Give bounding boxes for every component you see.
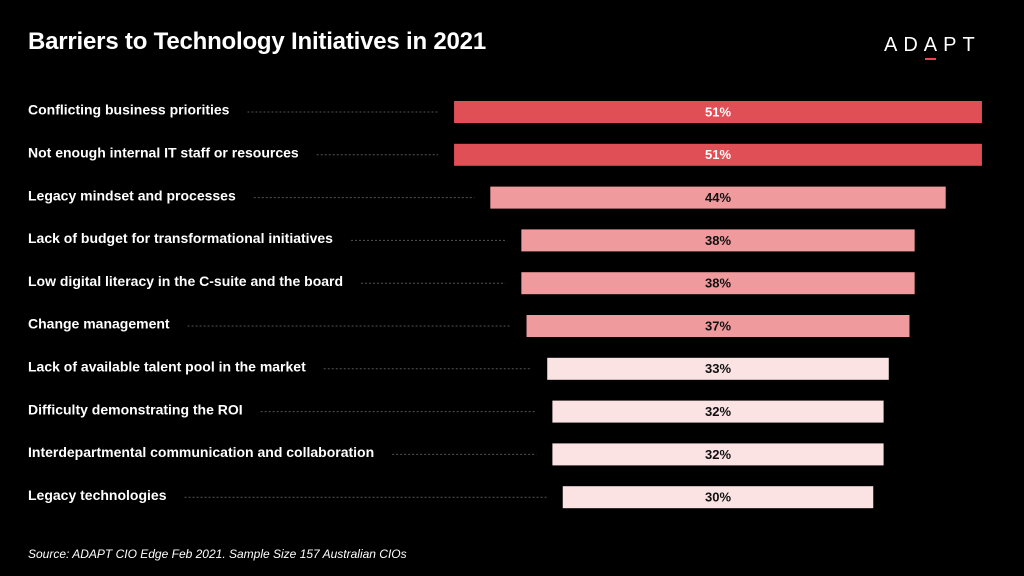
value-label: 51%	[705, 104, 731, 119]
category-label: Legacy technologies	[28, 487, 167, 503]
category-label: Lack of budget for transformational init…	[28, 230, 333, 246]
bar	[562, 486, 874, 509]
category-label: Difficulty demonstrating the ROI	[28, 401, 243, 417]
bar	[454, 143, 982, 166]
value-label: 51%	[705, 147, 731, 162]
value-label: 33%	[705, 361, 731, 376]
bar	[547, 357, 889, 380]
logo-text-end: PT	[943, 34, 981, 56]
value-label: 30%	[705, 490, 731, 505]
value-label: 44%	[705, 190, 731, 205]
bar	[552, 443, 884, 466]
category-label: Interdepartmental communication and coll…	[28, 444, 374, 460]
source-note: Source: ADAPT CIO Edge Feb 2021. Sample …	[28, 547, 407, 561]
logo-accent-letter: A	[923, 34, 944, 60]
category-label: Legacy mindset and processes	[28, 187, 236, 203]
category-label: Change management	[28, 316, 170, 332]
value-label: 32%	[705, 447, 731, 462]
bar	[521, 229, 915, 252]
bar	[454, 101, 982, 123]
category-label: Low digital literacy in the C-suite and …	[28, 273, 343, 289]
adapt-logo: ADAPT	[884, 34, 981, 60]
chart-title: Barriers to Technology Initiatives in 20…	[28, 28, 486, 55]
category-label: Lack of available talent pool in the mar…	[28, 359, 306, 375]
value-label: 32%	[705, 404, 731, 419]
value-label: 37%	[705, 318, 731, 333]
bar	[552, 400, 884, 423]
value-label: 38%	[705, 233, 731, 248]
category-label: Conflicting business priorities	[28, 102, 230, 118]
bar	[526, 315, 910, 337]
logo-text-start: AD	[884, 34, 924, 56]
bar	[490, 186, 946, 209]
bar	[521, 272, 915, 295]
category-label: Not enough internal IT staff or resource…	[28, 145, 299, 161]
value-label: 38%	[705, 276, 731, 291]
